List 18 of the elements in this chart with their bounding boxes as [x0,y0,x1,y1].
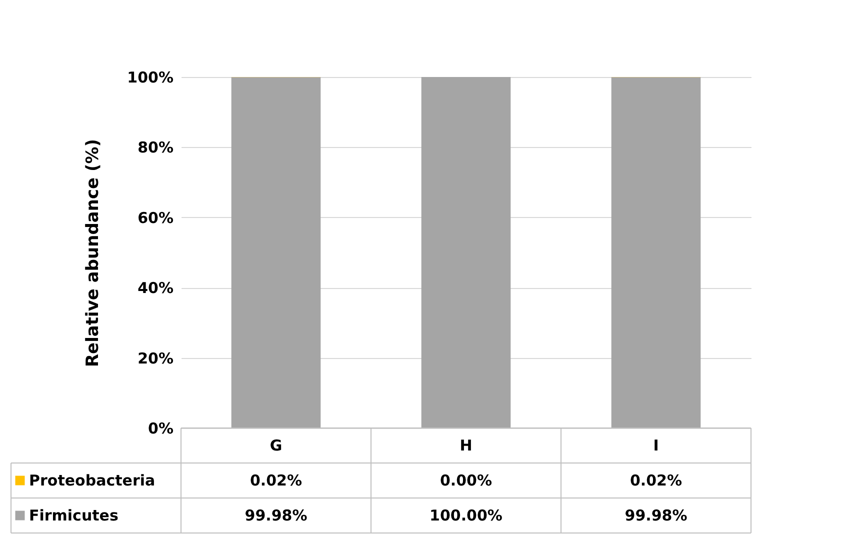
legend-label: Proteobacteria [29,472,156,490]
data-label: 99.98% [624,506,688,524]
x-tick-label: G [270,436,282,454]
x-tick-label: I [653,436,659,454]
data-label: 0.02% [630,472,682,490]
y-tick-label: 20% [138,349,174,368]
data-label: 100.00% [430,506,502,524]
data-label: 0.02% [250,472,302,490]
data-label: 0.00% [440,472,492,490]
x-tick-label: H [460,436,472,454]
legend-label: Firmicutes [29,506,118,524]
y-tick-label: 100% [127,68,174,86]
y-tick-label: 80% [138,138,174,157]
y-tick-label: 60% [138,208,174,227]
y-tick-label: 0% [148,420,174,438]
y-axis-title: Relative abundance (%) [83,138,104,368]
y-tick-label: 40% [138,279,174,298]
data-label: 99.98% [244,506,308,524]
